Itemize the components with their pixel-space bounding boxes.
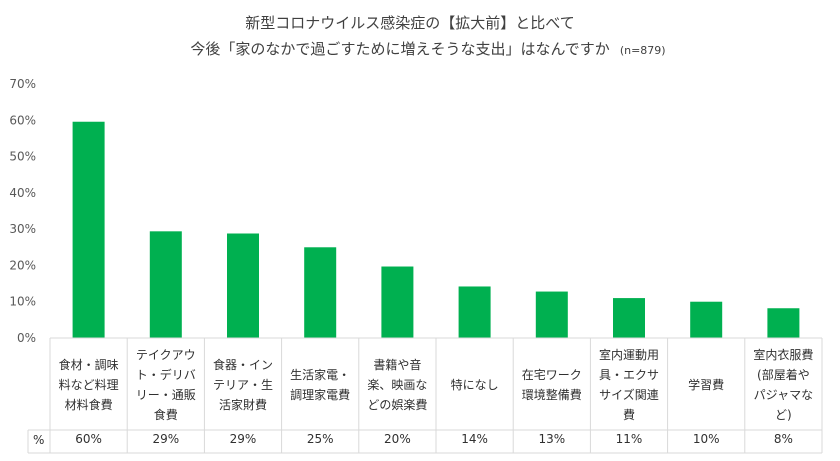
value-label: 11% [615, 432, 643, 446]
bar [227, 233, 259, 338]
chart-title-line2: 今後「家のなかで過ごすために増えそうな支出」はなんですか (n=879) [8, 38, 840, 59]
bar [767, 308, 800, 338]
chart-title-line1: 新型コロナウイルス感染症の【拡大前】と比べて [245, 14, 575, 32]
value-label: 13% [538, 432, 566, 446]
bar [72, 121, 105, 338]
sample-size-note: (n=879) [619, 44, 666, 57]
bar [381, 266, 414, 338]
table-row-label: % [33, 433, 45, 447]
value-label: 25% [306, 432, 334, 446]
category-label: 特になし [450, 378, 499, 392]
y-tick-label: 30% [9, 222, 36, 236]
value-label: 29% [229, 432, 257, 446]
y-tick-label: 50% [9, 150, 36, 164]
value-label: 60% [75, 432, 102, 446]
bar [690, 301, 723, 338]
category-label: 食器・イン テリア・生 活家財費 [212, 358, 273, 412]
y-tick-label: 70% [9, 77, 36, 91]
category-label: 室内運動用 具・エクサ サイズ関連 費 [598, 348, 659, 422]
value-label: 10% [692, 432, 720, 446]
bar [304, 247, 337, 338]
y-tick-label: 20% [9, 258, 36, 272]
bar [149, 231, 182, 338]
category-label: テイクアウ ト・デリバ リー・通販 食費 [135, 348, 196, 422]
y-tick-label: 40% [9, 186, 36, 200]
bar [613, 298, 645, 338]
value-label: 20% [384, 432, 411, 446]
y-tick-label: 10% [9, 295, 36, 309]
category-label: 室内衣服費 (部屋着や パジャマな ど) [753, 348, 814, 422]
value-label: 14% [461, 432, 488, 446]
chart-title-question: 今後「家のなかで過ごすために増えそうな支出」はなんですか [190, 40, 610, 58]
category-label: 生活家電・ 調理家電費 [290, 368, 351, 402]
category-label: 学習費 [688, 378, 725, 392]
category-label: 食材・調味 料など料理 材料食費 [58, 358, 119, 412]
bar [458, 286, 491, 338]
y-tick-label: 60% [9, 113, 36, 127]
value-label: 29% [152, 432, 180, 446]
bar [535, 291, 568, 338]
category-label: 在宅ワーク 環境整備費 [521, 368, 582, 402]
value-label: 8% [773, 432, 793, 446]
y-tick-label: 0% [17, 331, 36, 345]
category-label: 書籍や音 楽、映画な どの娯楽費 [367, 358, 428, 412]
